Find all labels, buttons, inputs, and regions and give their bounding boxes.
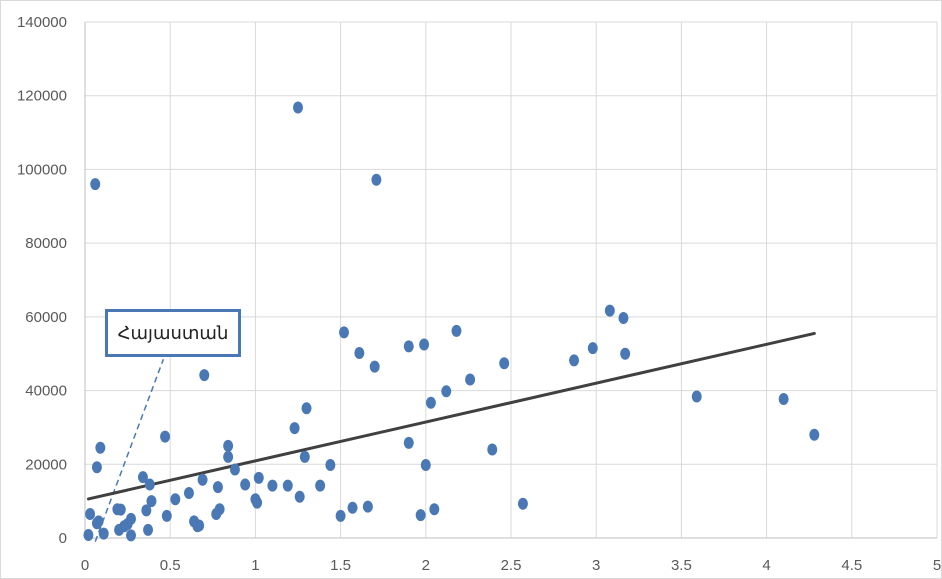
- data-point: [301, 402, 312, 415]
- data-point: [90, 178, 101, 191]
- data-point: [441, 385, 452, 398]
- x-tick-label: 4: [762, 557, 770, 574]
- y-tick-label: 80000: [25, 235, 67, 252]
- x-tick-label: 3: [592, 557, 600, 574]
- data-point: [161, 509, 172, 522]
- data-point: [403, 340, 414, 353]
- x-tick-label: 2: [422, 557, 430, 574]
- data-point: [267, 479, 278, 492]
- data-point: [604, 304, 615, 317]
- data-point: [778, 393, 789, 406]
- data-point: [420, 459, 431, 472]
- y-tick-label: 20000: [25, 456, 67, 473]
- data-point: [199, 369, 210, 382]
- data-point: [95, 441, 106, 454]
- data-point: [499, 357, 510, 370]
- data-point: [98, 527, 109, 540]
- data-point: [465, 373, 476, 386]
- data-point: [294, 490, 305, 503]
- y-tick-label: 120000: [17, 88, 67, 105]
- grid-lines: [85, 21, 938, 538]
- data-point: [325, 459, 336, 472]
- data-point: [517, 497, 528, 510]
- data-points: [83, 101, 820, 542]
- y-tick-label: 140000: [17, 14, 67, 31]
- data-point: [197, 473, 208, 486]
- x-tick-label: 4.5: [841, 557, 862, 574]
- x-tick-label: 0: [81, 557, 89, 574]
- data-point: [335, 509, 346, 522]
- data-point: [93, 515, 104, 528]
- trendline-layer: [86, 331, 816, 501]
- data-point: [137, 471, 148, 484]
- x-tick-label: 5: [933, 557, 941, 574]
- data-point: [126, 529, 137, 542]
- data-point: [487, 443, 498, 456]
- x-tick-label: 1.5: [330, 557, 351, 574]
- data-point: [354, 346, 365, 359]
- data-point: [143, 523, 154, 536]
- data-point: [369, 360, 380, 373]
- data-point: [183, 487, 194, 500]
- data-point: [419, 338, 430, 351]
- x-tick-label: 1: [251, 557, 259, 574]
- tick-labels: 0 20000 40000 60000 80000 100000 120000 140000 0…: [17, 14, 941, 574]
- data-point: [339, 326, 350, 339]
- data-point: [620, 347, 631, 360]
- data-point: [403, 436, 414, 449]
- data-point: [212, 481, 223, 494]
- data-point: [223, 439, 234, 452]
- annotation-layer: [94, 358, 165, 542]
- data-point: [141, 504, 152, 517]
- data-point: [299, 450, 310, 463]
- y-tick-label: 0: [59, 530, 67, 547]
- data-point: [252, 496, 263, 509]
- data-point: [691, 390, 702, 403]
- y-tick-label: 40000: [25, 383, 67, 400]
- data-point: [194, 519, 205, 532]
- data-point: [160, 430, 171, 443]
- trendline: [86, 331, 816, 501]
- data-point: [429, 503, 440, 516]
- data-point: [809, 428, 820, 441]
- data-point: [223, 450, 234, 463]
- data-point: [415, 509, 426, 522]
- x-tick-label: 0.5: [160, 557, 181, 574]
- data-point: [146, 495, 157, 508]
- x-tick-label: 2.5: [501, 557, 522, 574]
- data-point: [569, 354, 580, 367]
- callout-pointer-line: [94, 358, 165, 542]
- data-point: [289, 422, 300, 435]
- data-point: [240, 478, 251, 491]
- data-point: [347, 501, 358, 514]
- data-point: [85, 508, 96, 521]
- data-point: [229, 463, 240, 476]
- axes: [84, 22, 937, 539]
- y-tick-label: 100000: [17, 161, 67, 178]
- data-point: [115, 503, 126, 516]
- data-point: [451, 324, 462, 337]
- x-tick-label: 3.5: [671, 557, 692, 574]
- data-point: [293, 101, 303, 114]
- data-point: [587, 342, 598, 355]
- data-point: [170, 493, 181, 506]
- data-point: [618, 311, 629, 324]
- data-point: [425, 396, 436, 409]
- callout-label: Հայաստան: [117, 322, 229, 343]
- data-point: [83, 529, 94, 542]
- data-point: [371, 173, 382, 186]
- y-tick-label: 60000: [25, 309, 67, 326]
- data-point: [214, 503, 225, 516]
- data-point: [362, 500, 373, 513]
- data-point: [315, 479, 326, 492]
- callout-box: Հայաստան: [105, 309, 241, 357]
- data-point: [282, 479, 293, 492]
- data-point: [144, 478, 155, 491]
- data-point: [91, 461, 102, 474]
- data-point: [253, 471, 264, 484]
- data-point: [126, 512, 137, 525]
